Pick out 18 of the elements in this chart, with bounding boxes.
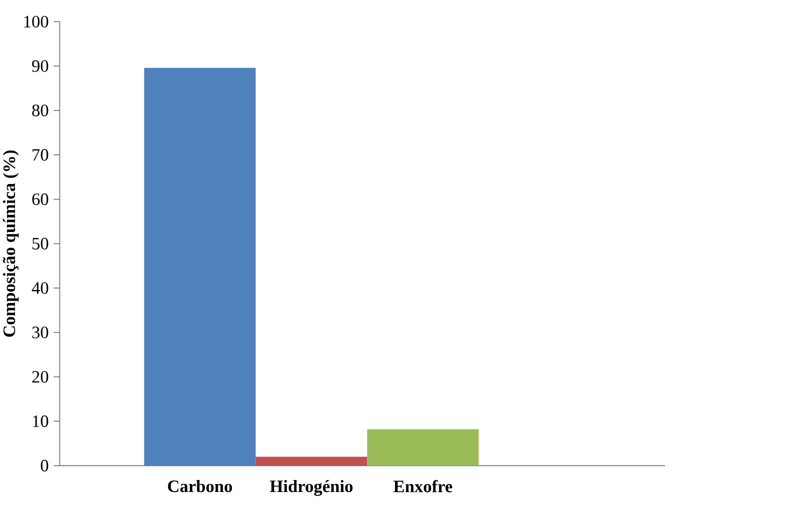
y-tick-label: 60 xyxy=(32,193,48,205)
bar xyxy=(367,429,479,466)
y-tick-label: 10 xyxy=(33,415,48,427)
x-tick-label: Carbono xyxy=(168,480,232,492)
x-tick-label: Hidrogénio xyxy=(270,480,353,496)
y-tick-label: 70 xyxy=(32,148,48,161)
y-axis-title: Composição química (%) xyxy=(2,150,19,337)
bar xyxy=(144,68,256,466)
y-tick-label: 20 xyxy=(32,370,48,383)
y-tick-label: 90 xyxy=(32,60,48,72)
y-tick-label: 100 xyxy=(24,16,48,28)
y-tick-label: 80 xyxy=(32,104,48,116)
bar xyxy=(256,456,368,466)
x-tick-label: Enxofre xyxy=(394,480,452,492)
y-tick-label: 30 xyxy=(32,326,48,338)
y-tick-label: 50 xyxy=(32,238,48,250)
y-tick-label: 40 xyxy=(32,282,48,294)
y-tick-label: 0 xyxy=(40,460,48,472)
